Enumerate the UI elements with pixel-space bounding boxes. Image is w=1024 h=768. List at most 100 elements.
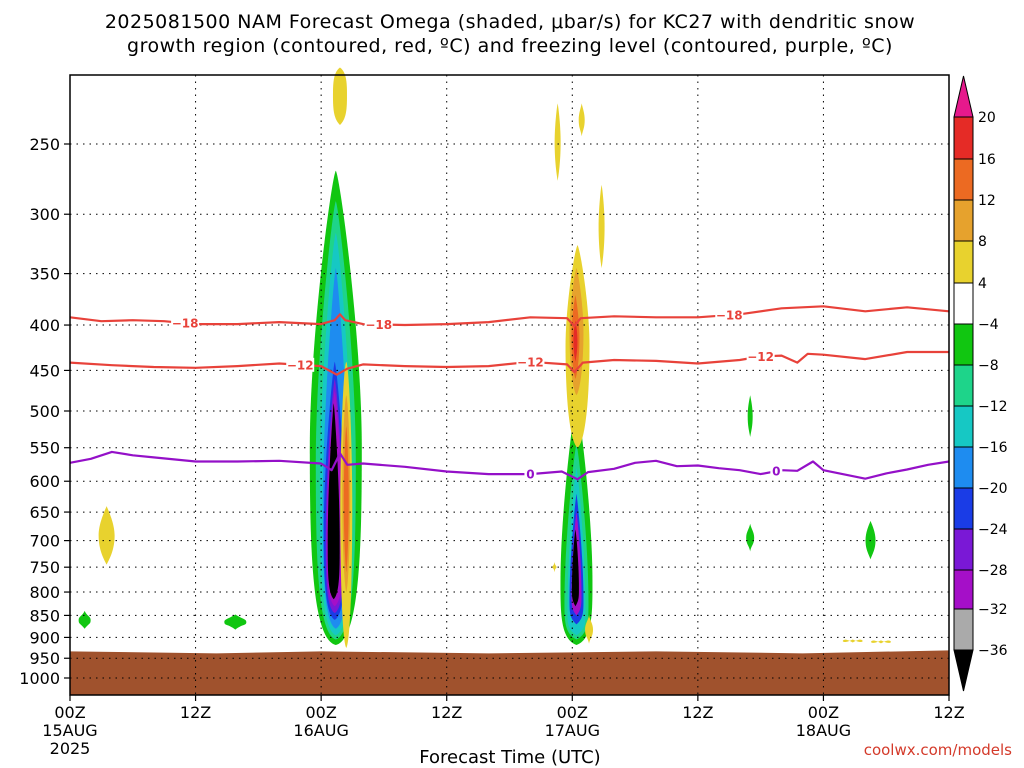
omega-small-yellow xyxy=(870,640,891,644)
y-tick-label: 500 xyxy=(29,402,60,421)
x-tick-label: 00Z xyxy=(54,703,85,722)
colorbar-label: 16 xyxy=(978,152,996,168)
omega-small-yellow xyxy=(552,562,557,573)
y-tick-label: 250 xyxy=(29,135,60,154)
x-tick-label: 12Z xyxy=(682,703,713,722)
x-tick-label: 12Z xyxy=(431,703,462,722)
omega-colorbar: 20 16 12 8 4 −4 −8 −12 −16 −20 −24 −28 −32 −36 xyxy=(953,75,1008,692)
colorbar-bin xyxy=(953,282,974,325)
x-tick-label: 12Z xyxy=(933,703,964,722)
x-tick-year: 2025 xyxy=(50,739,91,758)
dendritic-contour xyxy=(69,305,950,328)
contour-label-bg xyxy=(770,464,783,479)
colorbar-label: −16 xyxy=(978,440,1008,456)
omega-small-green xyxy=(746,523,755,552)
x-tick-label: 00Z xyxy=(305,703,336,722)
y-tick-label: 750 xyxy=(29,558,60,577)
colorbar-bin xyxy=(953,240,974,284)
colorbar-bin xyxy=(953,323,974,366)
colorbar-label: −4 xyxy=(978,317,999,333)
contour-label: −12 xyxy=(747,350,774,364)
omega-small-yellow xyxy=(332,67,347,126)
colorbar-bin xyxy=(953,446,974,489)
temperature-contours: −18 −18 −18 −12 −12 −12 0 0 xyxy=(69,305,950,482)
omega-shading xyxy=(70,67,949,695)
contour-label-bg xyxy=(746,349,775,364)
x-tick-date: 18AUG xyxy=(796,721,851,740)
omega-small-yellow xyxy=(585,615,594,644)
x-tick-date: 17AUG xyxy=(545,721,600,740)
colorbar-bin xyxy=(953,158,974,201)
credit-link[interactable]: coolwx.com/models xyxy=(864,741,1012,759)
y-tick-label: 1000 xyxy=(19,669,60,688)
omega-small-yellow xyxy=(578,103,585,137)
omega-descent-red-2 xyxy=(573,320,578,362)
colorbar-label: −8 xyxy=(978,358,999,374)
y-tick-label: 600 xyxy=(29,472,60,491)
chart-title-line1: 2025081500 NAM Forecast Omega (shaded, μ… xyxy=(105,11,915,33)
colorbar-label: −28 xyxy=(978,563,1008,579)
omega-small-green xyxy=(747,395,753,438)
omega-small-green xyxy=(224,614,247,630)
colorbar-top-arrow xyxy=(953,75,974,118)
y-axis-pressure-ticks: 250 300 350 400 450 500 550 600 650 700 750 800 850 9… xyxy=(19,135,70,688)
plot-frame xyxy=(69,74,950,696)
colorbar-label: −12 xyxy=(978,399,1008,415)
y-tick-label: 550 xyxy=(29,439,60,458)
colorbar-bin xyxy=(953,528,974,571)
y-tick-label: 650 xyxy=(29,503,60,522)
omega-ascent-core-2 xyxy=(571,529,579,607)
colorbar-bin xyxy=(953,405,974,448)
omega-small-yellow xyxy=(98,506,115,565)
contour-label: −18 xyxy=(365,318,392,332)
omega-small-yellow xyxy=(598,184,605,269)
contour-label: −18 xyxy=(716,309,743,323)
y-tick-label: 350 xyxy=(29,265,60,284)
x-tick-label: 12Z xyxy=(180,703,211,722)
colorbar-label: 8 xyxy=(978,234,987,250)
colorbar-label: −24 xyxy=(978,522,1008,538)
contour-label: −12 xyxy=(287,358,314,372)
colorbar-label: −32 xyxy=(978,602,1008,618)
x-tick-date: 15AUG xyxy=(42,721,97,740)
y-tick-label: 400 xyxy=(29,316,60,335)
colorbar-label: 12 xyxy=(978,193,996,209)
y-tick-label: 700 xyxy=(29,532,60,551)
contour-label: 0 xyxy=(772,465,780,479)
contour-label-bg xyxy=(286,357,315,372)
contour-label-bg xyxy=(364,317,393,332)
contour-label: −12 xyxy=(517,355,544,369)
x-tick-label: 00Z xyxy=(557,703,588,722)
omega-small-green xyxy=(78,610,91,629)
colorbar-bin xyxy=(953,608,974,651)
dendritic-contour xyxy=(69,350,949,376)
y-tick-label: 800 xyxy=(29,583,60,602)
colorbar-bin xyxy=(953,116,974,160)
x-tick-date: 16AUG xyxy=(293,721,348,740)
chart-title-line2: growth region (contoured, red, ºC) and f… xyxy=(127,35,893,57)
ground-fill xyxy=(70,650,949,695)
contour-label-bg xyxy=(524,467,537,482)
y-tick-label: 850 xyxy=(29,606,60,625)
colorbar-bin xyxy=(953,487,974,530)
colorbar-bin xyxy=(953,364,974,407)
y-tick-label: 950 xyxy=(29,649,60,668)
x-tick-label: 00Z xyxy=(808,703,839,722)
x-axis-label: Forecast Time (UTC) xyxy=(419,747,600,768)
y-tick-label: 300 xyxy=(29,205,60,224)
plot-grid xyxy=(69,75,950,695)
colorbar-label: −20 xyxy=(978,481,1008,497)
colorbar-bin xyxy=(953,199,974,242)
colorbar-bin xyxy=(953,569,974,610)
contour-label-bg xyxy=(516,354,545,369)
y-tick-label: 450 xyxy=(29,361,60,380)
contour-label-bg xyxy=(171,316,200,331)
colorbar-label: 20 xyxy=(978,110,996,126)
contour-label-bg xyxy=(715,308,744,323)
omega-small-yellow xyxy=(554,103,561,181)
omega-small-yellow xyxy=(842,639,863,643)
colorbar-label: −36 xyxy=(978,643,1008,659)
colorbar-label: 4 xyxy=(978,276,987,292)
